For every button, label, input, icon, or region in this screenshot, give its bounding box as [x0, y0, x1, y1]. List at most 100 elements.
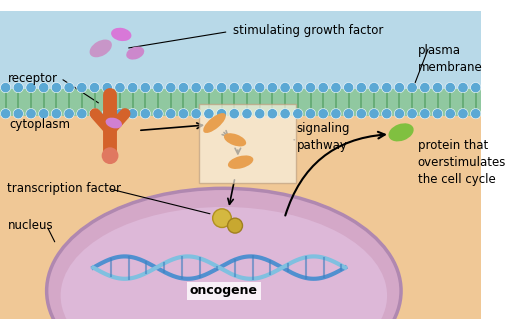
Text: protein that
overstimulates
the cell cycle: protein that overstimulates the cell cyc… [418, 139, 506, 186]
Circle shape [344, 109, 354, 119]
Circle shape [64, 82, 74, 93]
Circle shape [407, 82, 417, 93]
Circle shape [77, 109, 87, 119]
Circle shape [89, 82, 100, 93]
Circle shape [382, 109, 392, 119]
Ellipse shape [126, 47, 144, 60]
Circle shape [293, 82, 303, 93]
Ellipse shape [224, 133, 246, 147]
Circle shape [229, 109, 239, 119]
Circle shape [420, 82, 430, 93]
Circle shape [26, 109, 36, 119]
Circle shape [445, 109, 456, 119]
Circle shape [318, 109, 328, 119]
Circle shape [242, 82, 252, 93]
Circle shape [13, 82, 23, 93]
Circle shape [280, 82, 290, 93]
Ellipse shape [111, 28, 132, 41]
FancyBboxPatch shape [0, 89, 481, 116]
Circle shape [293, 109, 303, 119]
Circle shape [471, 82, 481, 93]
Circle shape [64, 109, 74, 119]
Circle shape [305, 109, 316, 119]
Circle shape [115, 82, 125, 93]
Text: transcription factor: transcription factor [7, 182, 121, 195]
Circle shape [356, 82, 366, 93]
Ellipse shape [106, 117, 122, 128]
Circle shape [153, 82, 163, 93]
Circle shape [179, 82, 188, 93]
Circle shape [267, 109, 278, 119]
Circle shape [77, 82, 87, 93]
Ellipse shape [90, 40, 112, 57]
Text: cytoplasm: cytoplasm [9, 118, 70, 131]
Circle shape [445, 82, 456, 93]
Circle shape [153, 109, 163, 119]
Circle shape [458, 82, 468, 93]
Circle shape [39, 82, 49, 93]
Circle shape [1, 82, 11, 93]
FancyBboxPatch shape [0, 104, 481, 319]
Circle shape [166, 82, 176, 93]
Circle shape [216, 109, 227, 119]
Circle shape [356, 109, 366, 119]
Text: stimulating growth factor: stimulating growth factor [233, 24, 383, 37]
Circle shape [369, 109, 379, 119]
Circle shape [140, 109, 151, 119]
Circle shape [331, 109, 341, 119]
Circle shape [228, 218, 243, 233]
Circle shape [51, 82, 61, 93]
Circle shape [229, 82, 239, 93]
FancyBboxPatch shape [199, 104, 296, 183]
Circle shape [242, 109, 252, 119]
Ellipse shape [46, 188, 401, 330]
Circle shape [204, 82, 214, 93]
Ellipse shape [60, 207, 387, 330]
Circle shape [254, 109, 265, 119]
Ellipse shape [203, 113, 226, 133]
Circle shape [432, 109, 443, 119]
Circle shape [407, 109, 417, 119]
Circle shape [318, 82, 328, 93]
Circle shape [89, 109, 100, 119]
Circle shape [166, 109, 176, 119]
Circle shape [432, 82, 443, 93]
Circle shape [191, 82, 201, 93]
Circle shape [1, 109, 11, 119]
Circle shape [471, 109, 481, 119]
Text: plasma
membrane: plasma membrane [418, 44, 482, 74]
Circle shape [127, 109, 138, 119]
Circle shape [39, 109, 49, 119]
FancyBboxPatch shape [0, 11, 481, 132]
Circle shape [102, 82, 112, 93]
Circle shape [179, 109, 188, 119]
Circle shape [140, 82, 151, 93]
Circle shape [213, 209, 231, 227]
Circle shape [394, 109, 405, 119]
Circle shape [331, 82, 341, 93]
Circle shape [305, 82, 316, 93]
Circle shape [420, 109, 430, 119]
Circle shape [458, 109, 468, 119]
Circle shape [102, 109, 112, 119]
Circle shape [102, 147, 119, 164]
Circle shape [267, 82, 278, 93]
Circle shape [344, 82, 354, 93]
Circle shape [394, 82, 405, 93]
Circle shape [13, 109, 23, 119]
Circle shape [51, 109, 61, 119]
FancyArrowPatch shape [285, 132, 385, 215]
Circle shape [204, 109, 214, 119]
Circle shape [382, 82, 392, 93]
Circle shape [280, 109, 290, 119]
Circle shape [369, 82, 379, 93]
Circle shape [216, 82, 227, 93]
Ellipse shape [228, 155, 253, 169]
Circle shape [127, 82, 138, 93]
Text: nucleus: nucleus [7, 219, 53, 232]
Circle shape [115, 109, 125, 119]
Circle shape [26, 82, 36, 93]
Text: receptor: receptor [7, 72, 57, 85]
Circle shape [254, 82, 265, 93]
Text: oncogene: oncogene [190, 284, 258, 297]
